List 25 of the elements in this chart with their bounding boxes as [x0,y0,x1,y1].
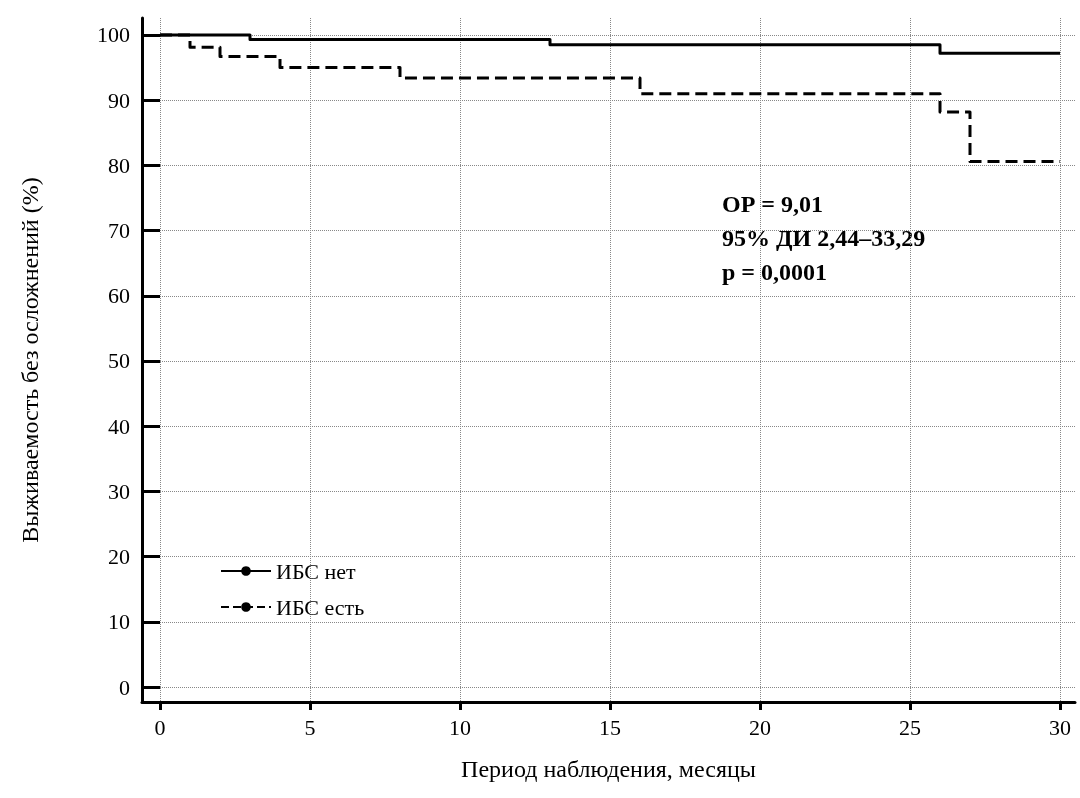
y-tick-label: 40 [108,413,130,439]
x-tick-label: 5 [304,714,316,740]
legend-label: ИБС есть [276,594,365,620]
y-tick-label: 90 [108,87,130,113]
annotation: p = 0,0001 [722,259,828,285]
y-axis-title: Выживаемость без осложнений (%) [17,177,43,543]
x-tick-label: 30 [1049,714,1071,740]
x-axis-title: Период наблюдения, месяцы [461,756,756,782]
y-tick-label: 70 [108,218,130,244]
x-tick-label: 25 [899,714,921,740]
x-tick-label: 10 [449,714,471,740]
x-tick-label: 15 [599,714,621,740]
y-tick-label: 50 [108,348,130,374]
y-tick-label: 30 [108,478,130,504]
y-tick-label: 0 [119,674,130,700]
y-tick-label: 10 [108,609,130,635]
annotation: 95% ДИ 2,44–33,29 [722,225,926,251]
x-tick-label: 20 [749,714,771,740]
y-tick-label: 20 [108,544,130,570]
y-tick-label: 80 [108,152,130,178]
y-tick-label: 100 [97,22,130,48]
x-tick-label: 0 [154,714,166,740]
annotation: ОР = 9,01 [722,191,824,217]
y-tick-label: 60 [108,283,130,309]
legend-label: ИБС нет [276,558,357,584]
